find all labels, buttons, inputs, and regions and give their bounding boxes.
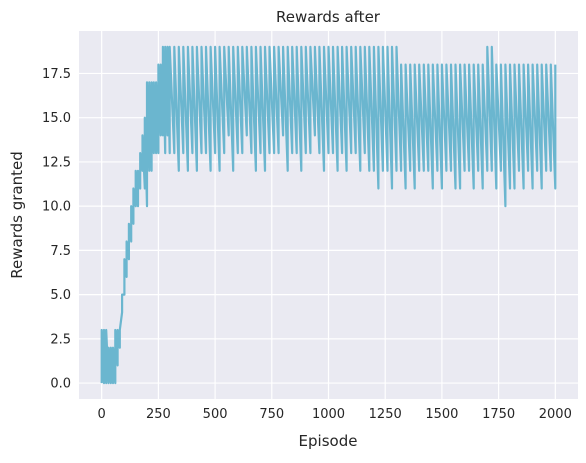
y-tick-label: 5.0 [50,288,71,303]
y-tick-label: 2.5 [50,332,71,347]
x-tick-label: 500 [203,407,228,422]
x-tick-label: 250 [146,407,171,422]
x-tick-label: 750 [259,407,284,422]
x-tick-label: 1000 [312,407,345,422]
x-tick-label: 2000 [539,407,572,422]
series-layer [100,45,557,385]
x-axis-label: Episode [299,432,358,450]
x-tick-label: 1250 [369,407,402,422]
y-tick-label: 17.5 [42,67,71,82]
x-tick-labels: 0 250 500 750 1000 1250 1500 1750 2000 [98,407,572,422]
x-tick-label: 1750 [482,407,515,422]
y-tick-label: 12.5 [42,155,71,170]
y-tick-label: 15.0 [42,111,71,126]
series-line-0 [100,45,557,385]
y-tick-label: 10.0 [42,200,71,215]
y-axis-label: Rewards granted [8,151,26,278]
x-tick-label: 0 [98,407,106,422]
y-tick-label: 7.5 [50,244,71,259]
chart-title: Rewards after [276,8,381,26]
x-tick-label: 1500 [425,407,458,422]
y-tick-label: 0.0 [50,377,71,392]
y-tick-labels: 0.0 2.5 5.0 7.5 10.0 12.5 15.0 17.5 [42,67,71,392]
